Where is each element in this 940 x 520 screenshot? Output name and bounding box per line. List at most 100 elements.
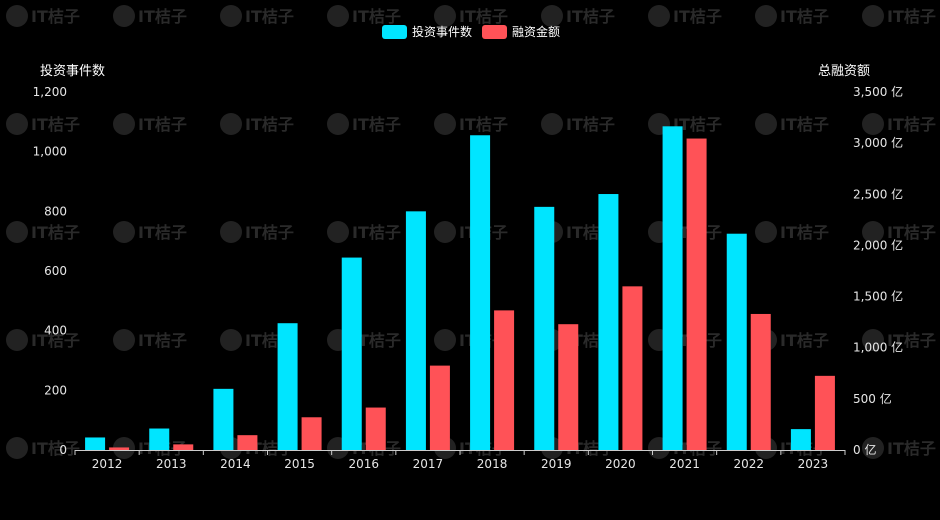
x-tick-label: 2013	[156, 457, 187, 471]
watermark-text: IT桔子	[780, 115, 829, 134]
bar-events-2019[interactable]	[534, 206, 555, 450]
watermark-logo-icon	[862, 221, 884, 243]
y-right-tick-label: 2,000 亿	[853, 237, 903, 252]
watermark-logo-icon	[541, 113, 563, 135]
bar-events-2016[interactable]	[341, 257, 362, 450]
bar-events-2021[interactable]	[662, 126, 683, 450]
y-right-tick-label: 2,500 亿	[853, 186, 903, 201]
bar-amount-2018[interactable]	[494, 310, 515, 450]
watermark-text: IT桔子	[245, 223, 294, 242]
x-tick-label: 2022	[733, 457, 764, 471]
watermark-logo-icon	[220, 113, 242, 135]
bar-events-2017[interactable]	[405, 211, 426, 450]
y-right-tick-label: 1,500 亿	[853, 289, 903, 304]
bar-amount-2023[interactable]	[814, 375, 835, 450]
watermark-text: IT桔子	[352, 115, 401, 134]
watermark-text: IT桔子	[566, 7, 615, 26]
y-axis-left-ticks: 1,200 1,000 800 600 400 200 0	[33, 85, 67, 457]
legend-item-events[interactable]: 投资事件数	[382, 24, 472, 39]
x-tick-label: 2019	[541, 457, 572, 471]
bar-amount-2012[interactable]	[109, 447, 130, 450]
y-left-tick-label: 400	[44, 324, 67, 338]
y-axis-right-ticks: 3,500 亿 3,000 亿 2,500 亿 2,000 亿 1,500 亿 1,000…	[853, 84, 903, 457]
y-left-tick-label: 1,200	[33, 85, 67, 99]
y-left-tick-label: 600	[44, 264, 67, 278]
bar-amount-2017[interactable]	[429, 365, 450, 450]
watermark-text: IT桔子	[138, 7, 187, 26]
watermark-text: IT桔子	[352, 7, 401, 26]
x-tick-label: 2020	[605, 457, 636, 471]
watermark-text: IT桔子	[780, 223, 829, 242]
watermark-logo-icon	[327, 113, 349, 135]
watermark-logo-icon	[648, 5, 670, 27]
legend-swatch-events	[382, 25, 407, 39]
bar-events-2012[interactable]	[85, 437, 106, 450]
watermark-text: IT桔子	[138, 223, 187, 242]
watermark-logo-icon	[862, 113, 884, 135]
watermark-logo-icon	[755, 113, 777, 135]
watermark-logo-icon	[434, 221, 456, 243]
y-right-tick-label: 500 亿	[853, 391, 892, 406]
y-left-tick-label: 0	[59, 443, 67, 457]
watermark-logo-icon	[6, 221, 28, 243]
watermark-logo-icon	[434, 5, 456, 27]
y-left-tick-label: 800	[44, 204, 67, 218]
y-right-tick-label: 1,000 亿	[853, 340, 903, 355]
x-tick-label: 2023	[798, 457, 829, 471]
watermark-text: IT桔子	[780, 7, 829, 26]
watermark-logo-icon	[113, 329, 135, 351]
legend-item-amount[interactable]: 融资金额	[482, 24, 560, 39]
bar-events-2018[interactable]	[470, 135, 491, 450]
watermark-text: IT桔子	[887, 7, 936, 26]
y-right-tick-label: 0 亿	[853, 442, 876, 457]
bar-events-2022[interactable]	[726, 233, 747, 450]
watermark-logo-icon	[113, 5, 135, 27]
bar-amount-2013[interactable]	[173, 444, 194, 450]
bar-events-2023[interactable]	[790, 429, 811, 450]
bars-layer	[85, 126, 835, 451]
y-axis-right-title: 总融资额	[818, 64, 870, 79]
watermark-logo-icon	[434, 329, 456, 351]
y-right-tick-label: 3,000 亿	[853, 135, 903, 150]
watermark-logo-icon	[327, 221, 349, 243]
x-tick-label: 2015	[284, 457, 315, 471]
x-tick-label: 2017	[413, 457, 444, 471]
watermark-logo-icon	[434, 113, 456, 135]
bar-amount-2014[interactable]	[237, 435, 258, 450]
watermark-text: IT桔子	[31, 115, 80, 134]
bar-amount-2020[interactable]	[622, 286, 643, 450]
x-tick-label: 2012	[92, 457, 123, 471]
bar-amount-2021[interactable]	[686, 138, 707, 451]
watermark-text: IT桔子	[245, 115, 294, 134]
watermark-text: IT桔子	[31, 331, 80, 350]
watermark-text: IT桔子	[459, 7, 508, 26]
watermark-logo-icon	[6, 437, 28, 459]
watermark-text: IT桔子	[887, 331, 936, 350]
bar-events-2015[interactable]	[277, 323, 298, 450]
bar-events-2013[interactable]	[149, 428, 170, 450]
bar-amount-2015[interactable]	[301, 417, 322, 450]
watermark-logo-icon	[220, 221, 242, 243]
x-tick-label: 2018	[477, 457, 508, 471]
y-axis-left-title: 投资事件数	[40, 63, 105, 79]
watermark-logo-icon	[755, 5, 777, 27]
watermark-text: IT桔子	[138, 115, 187, 134]
watermark-logo-icon	[6, 113, 28, 135]
bar-amount-2019[interactable]	[558, 324, 579, 450]
bar-amount-2016[interactable]	[365, 407, 386, 450]
watermark-logo-icon	[327, 5, 349, 27]
legend-label-amount: 融资金额	[512, 24, 560, 39]
watermark-logo-icon	[113, 113, 135, 135]
bar-amount-2022[interactable]	[750, 313, 771, 450]
legend: 投资事件数 融资金额	[382, 24, 560, 39]
watermark-text: IT桔子	[352, 331, 401, 350]
watermark-text: IT桔子	[138, 331, 187, 350]
watermark-logo-icon	[113, 221, 135, 243]
watermark-text: IT桔子	[31, 439, 80, 458]
bar-events-2014[interactable]	[213, 388, 234, 450]
watermark-text: IT桔子	[887, 439, 936, 458]
watermark-text: IT桔子	[673, 7, 722, 26]
x-tick-label: 2014	[220, 457, 251, 471]
bar-events-2020[interactable]	[598, 194, 619, 450]
